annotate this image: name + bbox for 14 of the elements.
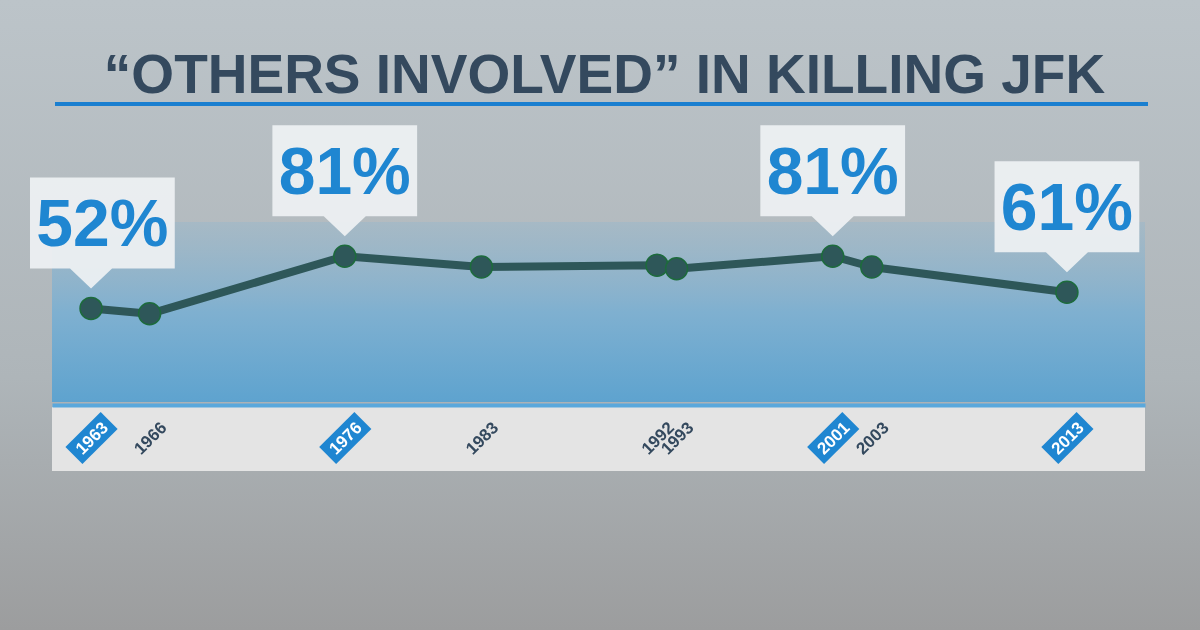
point (664, 257, 689, 281)
data-label: 81% (278, 134, 411, 209)
point (137, 302, 162, 326)
data-label: 81% (766, 134, 899, 209)
point (860, 255, 884, 279)
point (79, 296, 103, 321)
point (645, 253, 669, 277)
point (1055, 280, 1079, 304)
data-label: 52% (36, 186, 169, 261)
point (333, 244, 357, 268)
data-label: 61% (1000, 170, 1133, 245)
point (469, 255, 494, 279)
chart-title: “OTHERS INVOLVED” IN KILLING JFK (103, 43, 1106, 105)
point (820, 244, 845, 268)
